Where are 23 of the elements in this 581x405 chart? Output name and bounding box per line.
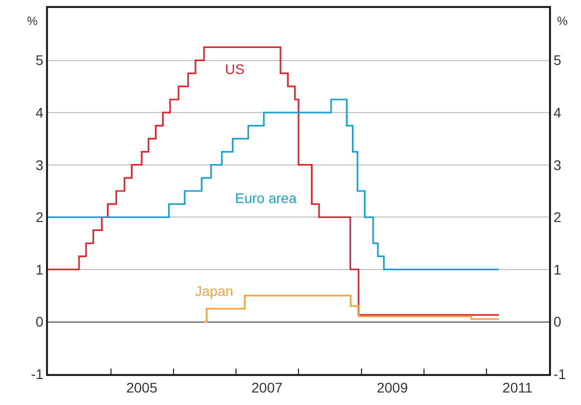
y2-axis-title: % bbox=[557, 14, 568, 28]
y-tick-label: -1 bbox=[30, 366, 44, 382]
y2-tick-label: 1 bbox=[554, 261, 562, 278]
x-tick-label: 2011 bbox=[502, 380, 533, 396]
x-tick-label: 2009 bbox=[376, 380, 408, 396]
y-tick-label: 2 bbox=[36, 209, 44, 226]
series-label: US bbox=[225, 61, 244, 77]
y-tick-label: 1 bbox=[36, 261, 44, 278]
series-label: Euro area bbox=[235, 190, 297, 206]
series-label: Japan bbox=[195, 283, 234, 299]
y-axis-title: % bbox=[27, 14, 38, 28]
y2-tick-label: 0 bbox=[554, 314, 562, 330]
y-tick-label: 4 bbox=[36, 104, 44, 120]
y2-tick-label: 3 bbox=[554, 156, 562, 173]
x-tick-label: 2005 bbox=[126, 380, 158, 396]
y2-tick-label: 5 bbox=[554, 52, 562, 68]
x-tick-label: 2007 bbox=[251, 380, 283, 396]
y-tick-label: 3 bbox=[36, 156, 44, 173]
y-tick-label: 0 bbox=[36, 314, 44, 330]
y2-tick-label: 2 bbox=[554, 209, 562, 226]
y-tick-label: 5 bbox=[36, 52, 44, 68]
y2-tick-label: 4 bbox=[554, 104, 562, 120]
y2-tick-label: -1 bbox=[554, 366, 566, 382]
